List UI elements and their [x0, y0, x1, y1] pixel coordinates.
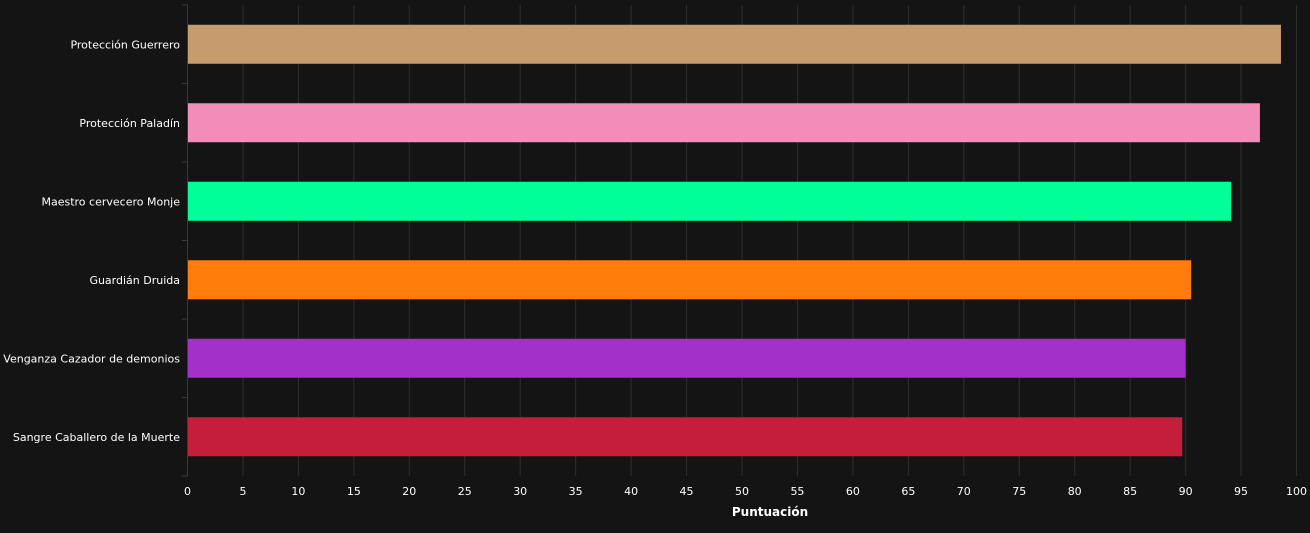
x-tick-label: 100 — [1286, 485, 1307, 498]
x-tick-label: 65 — [901, 485, 915, 498]
x-tick-label: 75 — [1012, 485, 1026, 498]
x-tick-label: 10 — [291, 485, 305, 498]
bar — [187, 417, 1183, 457]
x-tick-label: 50 — [735, 485, 749, 498]
bar — [187, 24, 1281, 64]
y-tick-label: Maestro cervecero Monje — [41, 195, 180, 208]
x-tick-label: 20 — [402, 485, 416, 498]
y-tick-label: Venganza Cazador de demonios — [3, 352, 180, 365]
y-tick-label: Protección Paladín — [79, 117, 180, 130]
grid — [182, 4, 1297, 477]
bar — [187, 181, 1232, 221]
bar — [187, 260, 1192, 300]
x-tick-label: 90 — [1179, 485, 1193, 498]
x-tick-label: 60 — [846, 485, 860, 498]
x-tick-label: 5 — [239, 485, 246, 498]
x-tick-label: 25 — [458, 485, 472, 498]
x-tick-label: 30 — [513, 485, 527, 498]
bar — [187, 338, 1186, 378]
x-tick-label: 80 — [1068, 485, 1082, 498]
x-tick-label: 55 — [790, 485, 804, 498]
y-tick-label: Protección Guerrero — [70, 38, 180, 51]
x-tick-label: 85 — [1123, 485, 1137, 498]
bar — [187, 103, 1260, 143]
x-axis-title: Puntuación — [732, 505, 808, 519]
x-tick-label: 95 — [1234, 485, 1248, 498]
y-axis-labels: Protección Guerrero Protección Paladín Mae… — [3, 38, 180, 444]
x-tick-label: 35 — [569, 485, 583, 498]
x-tick-label: 15 — [347, 485, 361, 498]
y-tick-label: Sangre Caballero de la Muerte — [13, 431, 180, 444]
x-tick-label: 0 — [184, 485, 191, 498]
x-axis-labels: 0 5 10 15 20 25 30 35 40 45 50 55 60 65 70 75 80 85 90 95 10… — [184, 485, 1307, 498]
x-tick-label: 40 — [624, 485, 638, 498]
y-tick-label: Guardián Druida — [89, 274, 180, 287]
x-tick-label: 70 — [957, 485, 971, 498]
bars — [187, 24, 1281, 457]
x-tick-label: 45 — [680, 485, 694, 498]
